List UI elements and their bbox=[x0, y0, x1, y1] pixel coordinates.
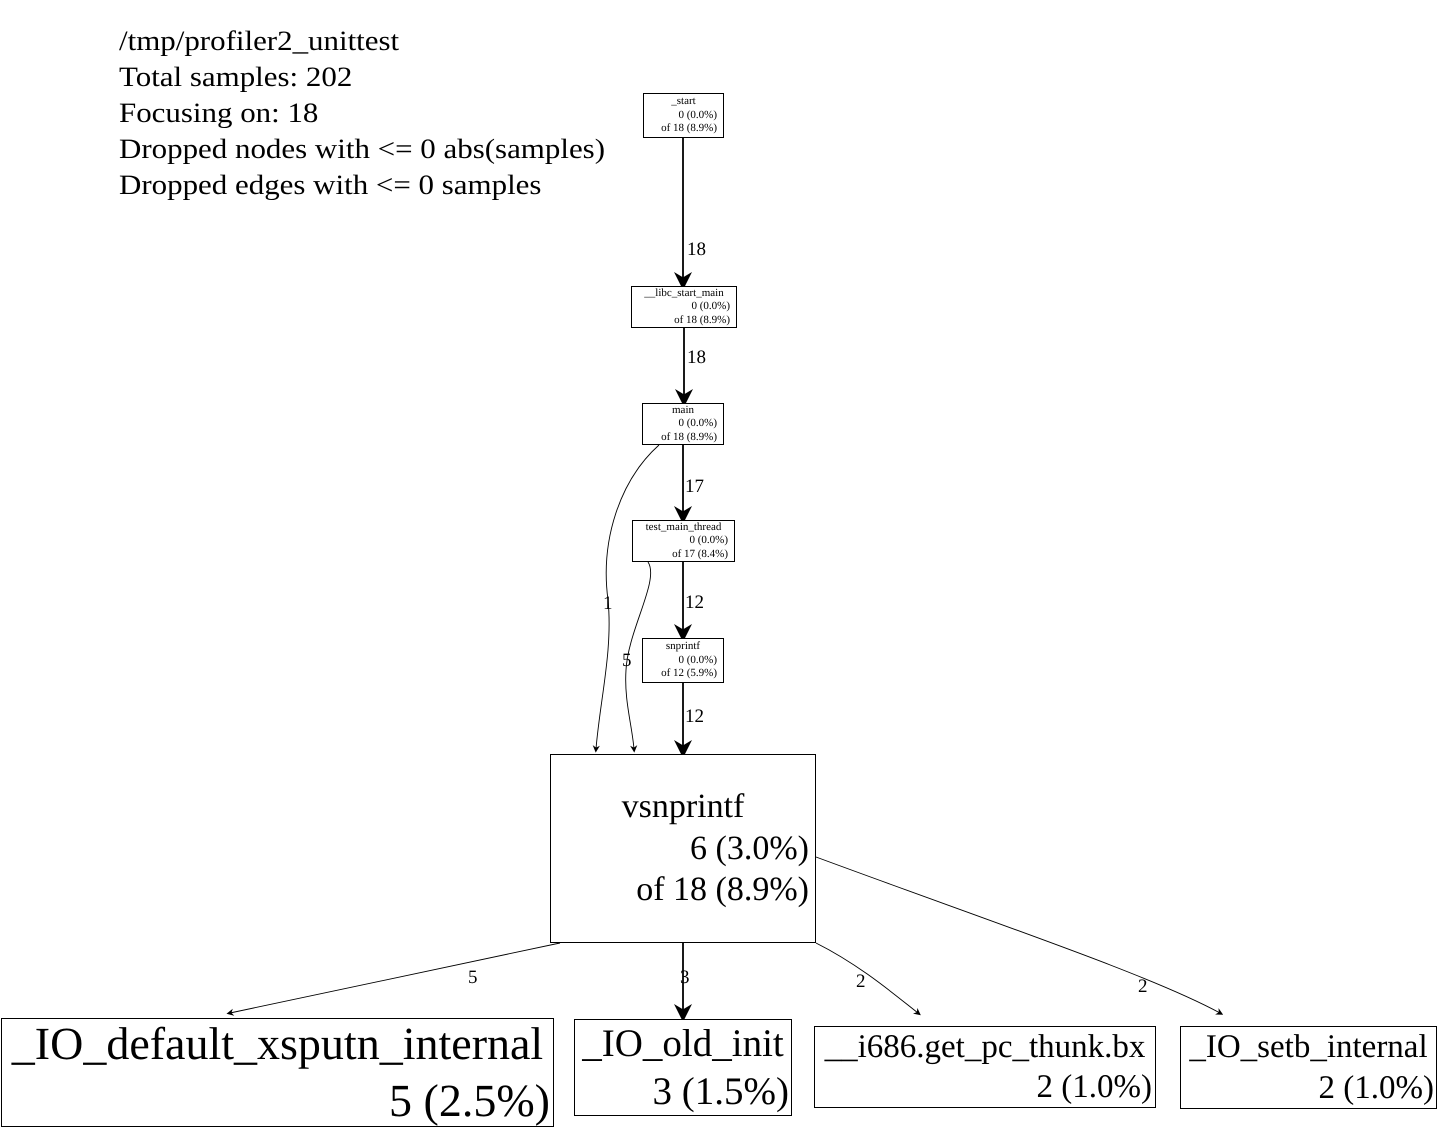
svg-text:3: 3 bbox=[680, 967, 690, 988]
svg-text:12: 12 bbox=[685, 592, 704, 613]
svg-text:17: 17 bbox=[685, 476, 704, 497]
svg-text:18: 18 bbox=[687, 239, 706, 260]
svg-text:2: 2 bbox=[1138, 976, 1148, 997]
svg-text:2: 2 bbox=[856, 971, 866, 992]
svg-text:18: 18 bbox=[687, 347, 706, 368]
svg-text:5: 5 bbox=[468, 967, 478, 988]
svg-text:5: 5 bbox=[622, 650, 632, 671]
svg-text:1: 1 bbox=[603, 593, 613, 614]
svg-text:12: 12 bbox=[685, 706, 704, 727]
